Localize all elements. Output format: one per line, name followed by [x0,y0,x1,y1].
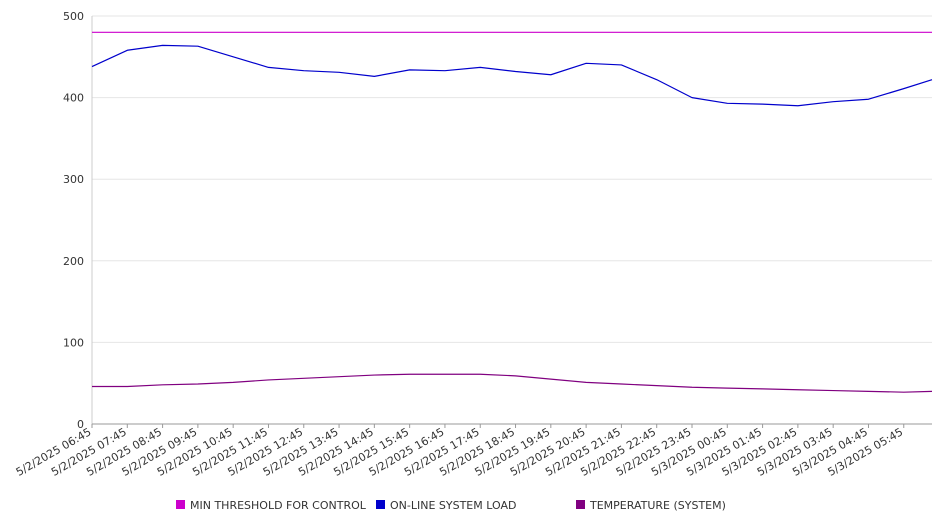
legend-swatch-1 [376,500,385,509]
legend-label-0: MIN THRESHOLD FOR CONTROL [190,499,367,512]
y-tick-label-500: 500 [63,10,84,23]
y-tick-label-100: 100 [63,336,84,349]
y-tick-label-200: 200 [63,255,84,268]
series-line-1 [91,44,933,107]
y-tick-label-300: 300 [63,173,84,186]
legend-label-2: TEMPERATURE (SYSTEM) [589,499,726,512]
y-tick-label-400: 400 [63,92,84,105]
series-line-2 [92,373,933,393]
y-tick-label-0: 0 [77,418,84,431]
legend-swatch-2 [576,500,585,509]
legend-label-1: ON-LINE SYSTEM LOAD [390,499,516,512]
legend-swatch-0 [176,500,185,509]
